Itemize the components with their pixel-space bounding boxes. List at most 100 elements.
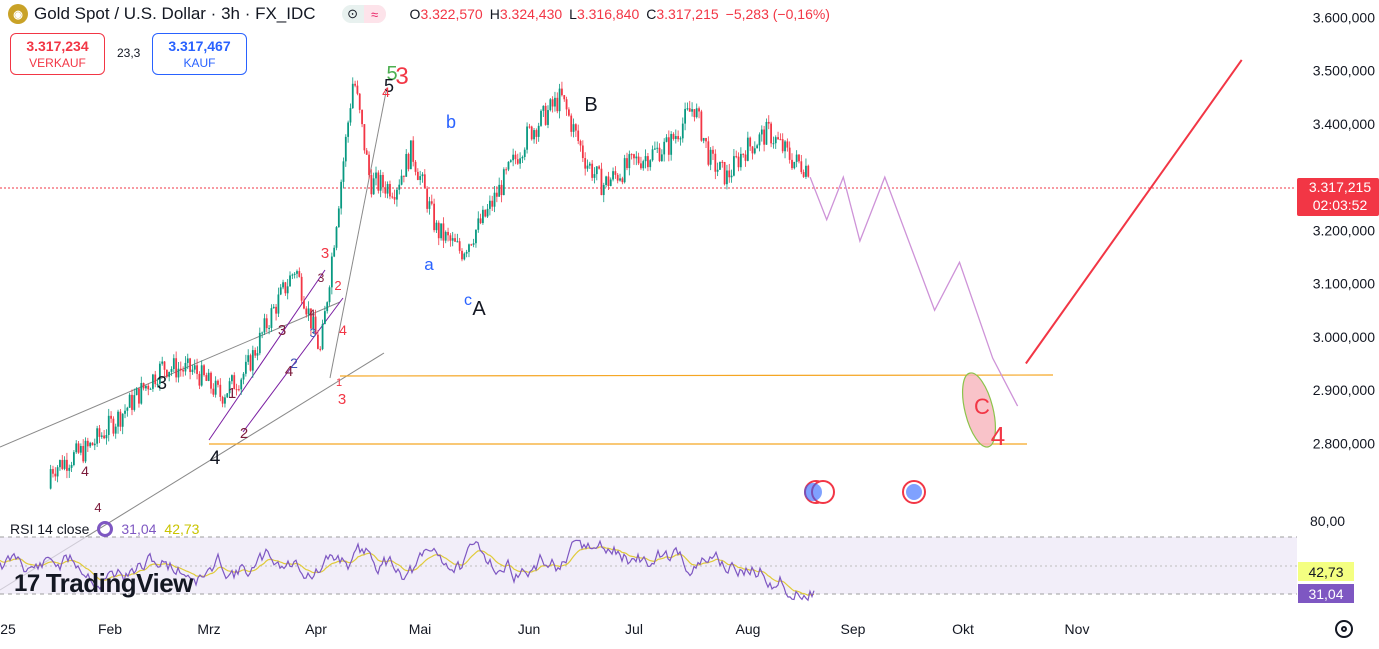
candle bbox=[384, 181, 387, 198]
price-tick-label: 2.800,000 bbox=[1313, 435, 1375, 451]
candle bbox=[182, 366, 185, 377]
channel-purple-2 bbox=[242, 297, 344, 433]
us-flag-icon[interactable] bbox=[902, 480, 926, 504]
candle bbox=[145, 385, 147, 392]
candle bbox=[365, 147, 368, 155]
candle bbox=[214, 376, 217, 398]
candle bbox=[96, 425, 99, 447]
candle bbox=[774, 135, 777, 149]
countdown-label: 02:03:52 bbox=[1313, 197, 1368, 213]
candle bbox=[407, 152, 410, 172]
indicator-pill[interactable]: ⊙ ≈ bbox=[341, 5, 386, 23]
candle bbox=[423, 169, 426, 189]
candle bbox=[507, 161, 510, 172]
candle bbox=[286, 279, 289, 300]
candle bbox=[265, 314, 268, 333]
buy-price: 3.317,467 bbox=[168, 38, 231, 54]
gear-icon[interactable] bbox=[1335, 620, 1353, 638]
rsi-legend[interactable]: RSI 14 close 31,04 42,73 bbox=[10, 521, 199, 537]
candle bbox=[242, 372, 245, 385]
candle bbox=[200, 360, 203, 387]
spread-value: 23,3 bbox=[117, 46, 141, 60]
time-tick-label: Mrz bbox=[197, 621, 220, 637]
candle bbox=[628, 150, 631, 176]
wave-label: c bbox=[464, 292, 472, 309]
candle bbox=[758, 132, 761, 152]
candle bbox=[368, 151, 370, 180]
buy-button[interactable]: 3.317,467 KAUF bbox=[152, 33, 247, 75]
candle bbox=[788, 141, 791, 164]
candle bbox=[765, 118, 768, 145]
candle bbox=[535, 128, 538, 144]
candle bbox=[56, 465, 59, 483]
wave-label: 2 bbox=[240, 425, 248, 442]
candle bbox=[681, 117, 684, 143]
candle bbox=[389, 180, 391, 200]
candle bbox=[777, 131, 779, 140]
last-price-label: 3.317,215 bbox=[1309, 179, 1371, 195]
projection-target-line bbox=[1025, 59, 1243, 365]
candle bbox=[337, 206, 340, 228]
candle bbox=[212, 383, 215, 397]
event-markers[interactable] bbox=[804, 480, 926, 504]
candle bbox=[293, 272, 296, 279]
us-flag-icon[interactable] bbox=[804, 480, 835, 504]
price-tick-label: 3.400,000 bbox=[1313, 116, 1375, 132]
candle bbox=[556, 92, 559, 114]
time-tick-label: Feb bbox=[98, 621, 122, 637]
time-tick-label: Mai bbox=[409, 621, 432, 637]
wave-label: 3 bbox=[321, 245, 329, 262]
rsi-label: RSI 14 close bbox=[10, 521, 90, 537]
candle bbox=[579, 139, 582, 152]
eye-icon[interactable]: ⊙ bbox=[347, 6, 358, 21]
candle bbox=[602, 182, 605, 203]
candle bbox=[193, 359, 196, 374]
candle bbox=[198, 371, 201, 390]
candle bbox=[609, 177, 612, 187]
candle bbox=[377, 170, 380, 194]
candle bbox=[247, 349, 250, 365]
candle bbox=[586, 159, 589, 172]
candle bbox=[437, 220, 440, 246]
candle bbox=[653, 141, 656, 151]
candle bbox=[98, 425, 101, 444]
candle bbox=[147, 383, 150, 396]
candle bbox=[544, 102, 547, 126]
candle bbox=[568, 107, 570, 117]
candle bbox=[440, 223, 442, 241]
candle bbox=[442, 217, 445, 248]
candle bbox=[751, 146, 754, 160]
candle bbox=[716, 162, 719, 177]
candle bbox=[354, 80, 356, 88]
candle bbox=[693, 109, 696, 122]
candle bbox=[679, 136, 682, 146]
wave-label: 2 bbox=[290, 355, 298, 371]
candle bbox=[430, 194, 433, 206]
candle bbox=[419, 170, 422, 186]
candle bbox=[158, 361, 161, 391]
wave-label: 4 bbox=[81, 463, 89, 479]
candle bbox=[272, 304, 275, 309]
candle bbox=[616, 173, 619, 184]
candle bbox=[165, 369, 168, 379]
candle bbox=[363, 124, 366, 154]
candle bbox=[393, 189, 396, 205]
candle bbox=[588, 161, 591, 169]
channel-purple-1 bbox=[208, 269, 326, 441]
candle bbox=[600, 162, 603, 196]
wave-icon[interactable]: ≈ bbox=[363, 5, 386, 23]
candle bbox=[728, 163, 731, 183]
symbol-title[interactable]: Gold Spot / U.S. Dollar · 3h · FX_IDC bbox=[34, 4, 316, 23]
candle bbox=[647, 153, 649, 172]
candle bbox=[630, 153, 633, 160]
candle bbox=[149, 387, 152, 390]
rsi-settings-icon[interactable] bbox=[97, 521, 114, 537]
rsi-value-tags: 80,00 42,73 31,04 bbox=[1298, 513, 1354, 603]
candle bbox=[400, 169, 403, 186]
candle bbox=[131, 389, 133, 416]
candle bbox=[405, 149, 408, 177]
sell-button[interactable]: 3.317,234 VERKAUF bbox=[10, 33, 105, 75]
candle bbox=[498, 177, 501, 197]
time-tick-label: Apr bbox=[305, 621, 327, 637]
